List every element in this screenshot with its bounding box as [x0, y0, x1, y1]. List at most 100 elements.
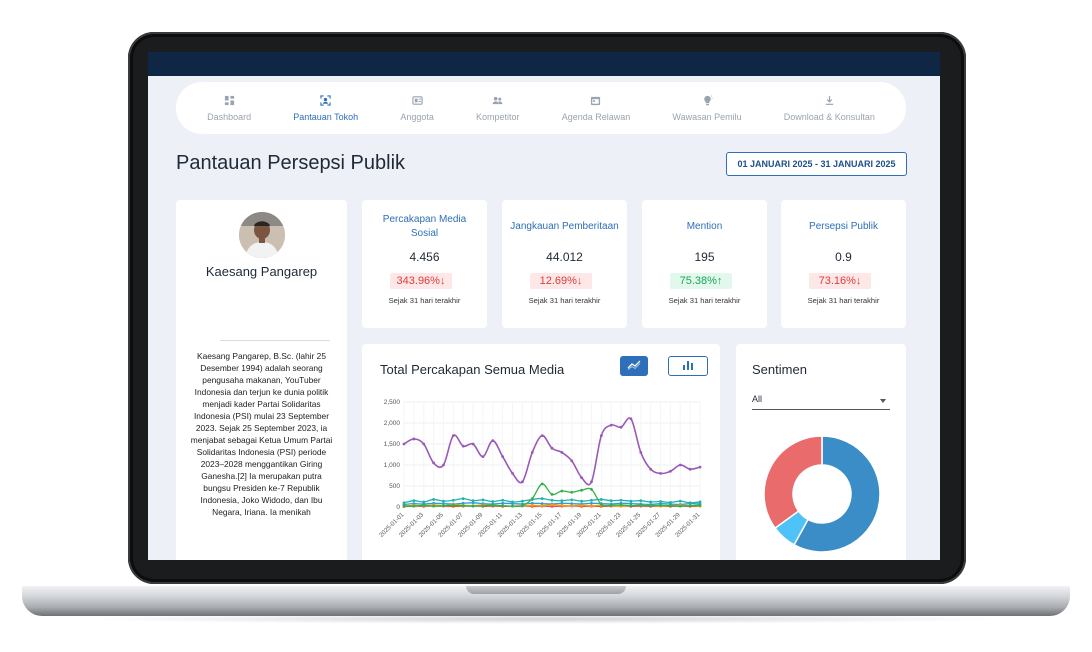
data-point[interactable]: [698, 465, 702, 469]
data-point[interactable]: [451, 503, 455, 507]
data-point[interactable]: [659, 472, 662, 475]
data-point[interactable]: [471, 442, 475, 446]
data-point[interactable]: [629, 417, 633, 421]
data-point[interactable]: [501, 501, 505, 505]
data-point[interactable]: [501, 504, 505, 508]
data-point[interactable]: [570, 459, 574, 463]
data-point[interactable]: [570, 490, 574, 494]
nav-item-pantauan-tokoh[interactable]: Pantauan Tokoh: [293, 95, 358, 122]
data-point[interactable]: [609, 423, 613, 427]
data-point[interactable]: [412, 504, 416, 508]
data-point[interactable]: [402, 442, 406, 446]
data-point[interactable]: [580, 499, 583, 503]
data-point[interactable]: [560, 501, 564, 505]
data-point[interactable]: [550, 446, 554, 450]
data-point[interactable]: [619, 498, 623, 502]
data-point[interactable]: [669, 469, 672, 473]
data-point[interactable]: [540, 434, 544, 437]
nav-item-agenda-relawan[interactable]: Agenda Relawan: [562, 95, 630, 122]
data-point[interactable]: [422, 503, 426, 507]
data-point[interactable]: [649, 500, 653, 504]
data-point[interactable]: [629, 504, 633, 508]
data-point[interactable]: [550, 498, 554, 502]
data-point[interactable]: [590, 480, 593, 484]
data-point[interactable]: [649, 504, 653, 508]
nav-item-anggota[interactable]: Anggota: [400, 95, 434, 122]
data-point[interactable]: [442, 504, 445, 508]
data-point[interactable]: [540, 482, 544, 486]
data-point[interactable]: [698, 500, 702, 504]
data-point[interactable]: [412, 437, 416, 441]
data-point[interactable]: [461, 504, 465, 508]
data-point[interactable]: [590, 501, 593, 505]
data-point[interactable]: [659, 500, 662, 503]
data-point[interactable]: [678, 504, 682, 508]
data-point[interactable]: [540, 502, 544, 506]
data-point[interactable]: [560, 503, 564, 507]
data-point[interactable]: [639, 451, 643, 454]
data-point[interactable]: [501, 498, 505, 502]
data-point[interactable]: [412, 499, 416, 503]
data-point[interactable]: [521, 480, 524, 484]
data-point[interactable]: [402, 504, 406, 508]
data-point[interactable]: [451, 498, 455, 502]
data-point[interactable]: [590, 498, 593, 502]
data-point[interactable]: [521, 499, 524, 503]
data-point[interactable]: [659, 503, 662, 507]
data-point[interactable]: [511, 500, 514, 504]
data-point[interactable]: [629, 499, 633, 503]
data-point[interactable]: [461, 444, 465, 448]
data-point[interactable]: [560, 499, 564, 503]
data-point[interactable]: [491, 439, 495, 443]
data-point[interactable]: [491, 500, 495, 503]
data-point[interactable]: [432, 504, 435, 508]
data-point[interactable]: [461, 497, 465, 500]
data-point[interactable]: [688, 501, 692, 505]
data-point[interactable]: [639, 503, 643, 507]
data-point[interactable]: [570, 504, 574, 508]
data-point[interactable]: [678, 463, 682, 467]
data-point[interactable]: [442, 463, 445, 467]
data-point[interactable]: [560, 489, 564, 493]
data-point[interactable]: [530, 451, 534, 454]
data-point[interactable]: [442, 499, 445, 503]
data-point[interactable]: [669, 500, 672, 504]
data-point[interactable]: [481, 504, 485, 508]
data-point[interactable]: [511, 504, 514, 508]
data-point[interactable]: [422, 500, 426, 504]
data-point[interactable]: [639, 499, 643, 503]
line-chart-toggle[interactable]: [620, 356, 648, 376]
nav-item-download-konsultan[interactable]: Download & Konsultan: [784, 95, 875, 122]
data-point[interactable]: [629, 502, 633, 506]
nav-item-dashboard[interactable]: Dashboard: [207, 95, 251, 122]
data-point[interactable]: [432, 498, 435, 501]
data-point[interactable]: [501, 455, 505, 458]
data-point[interactable]: [590, 487, 593, 491]
data-point[interactable]: [461, 501, 465, 505]
data-point[interactable]: [481, 455, 485, 458]
donut-slice[interactable]: [793, 435, 881, 553]
data-point[interactable]: [570, 498, 574, 502]
data-point[interactable]: [432, 461, 435, 465]
data-point[interactable]: [678, 499, 682, 503]
data-point[interactable]: [540, 504, 544, 508]
data-point[interactable]: [599, 498, 603, 501]
data-point[interactable]: [540, 497, 544, 500]
data-point[interactable]: [649, 467, 653, 471]
data-point[interactable]: [471, 499, 475, 503]
sentiment-filter-select[interactable]: All: [752, 394, 890, 410]
donut-slice[interactable]: [763, 435, 823, 530]
nav-item-wawasan-pemilu[interactable]: Wawasan Pemilu: [672, 95, 742, 122]
data-point[interactable]: [599, 503, 603, 506]
data-point[interactable]: [580, 476, 583, 479]
data-point[interactable]: [550, 493, 554, 496]
data-point[interactable]: [550, 503, 554, 507]
data-point[interactable]: [590, 504, 593, 508]
data-point[interactable]: [669, 504, 672, 508]
data-point[interactable]: [560, 451, 564, 454]
data-point[interactable]: [481, 498, 485, 502]
date-range-button[interactable]: 01 JANUARI 2025 - 31 JANUARI 2025: [726, 152, 907, 176]
data-point[interactable]: [609, 499, 613, 503]
data-point[interactable]: [451, 434, 455, 437]
bar-chart-toggle[interactable]: [668, 356, 708, 376]
